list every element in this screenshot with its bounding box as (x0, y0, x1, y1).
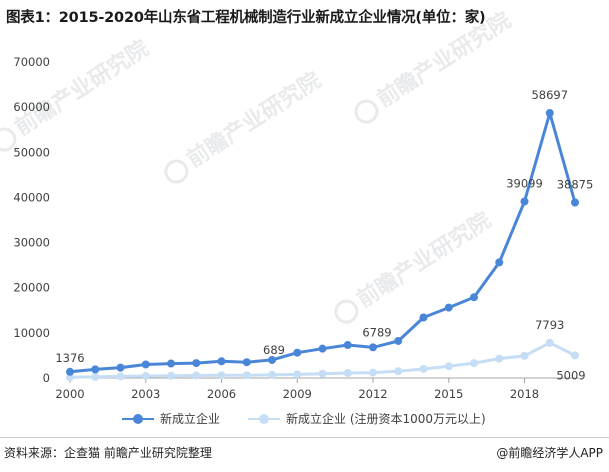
legend-item-series-2: 新成立企业 (注册资本1000万元以上) (248, 410, 486, 427)
x-tick-label: 2018 (510, 387, 539, 401)
series-2-point (394, 367, 403, 376)
y-tick-label: 20000 (13, 281, 50, 295)
x-tick-label: 2012 (358, 387, 387, 401)
series-2-point (495, 354, 504, 363)
footer-divider (0, 437, 609, 438)
series-1-point (217, 357, 226, 366)
series-1-point (470, 293, 478, 302)
series-2-point (242, 371, 251, 380)
y-tick-label: 60000 (13, 100, 50, 114)
series-1-point (545, 109, 554, 118)
series-1-point (343, 341, 352, 350)
series-2-point (66, 373, 74, 382)
x-tick-label: 2003 (131, 387, 160, 401)
legend-label-series-1: 新成立企业 (160, 412, 221, 426)
legend: 新成立企业 新成立企业 (注册资本1000万元以上) (0, 408, 609, 430)
series-1-point (369, 343, 377, 352)
series-2-point (116, 372, 125, 381)
x-tick-label: 2009 (283, 387, 312, 401)
y-tick-label: 10000 (13, 326, 50, 340)
series-1-line (69, 111, 577, 374)
series-2-point (545, 338, 554, 347)
series-2-point (318, 369, 327, 378)
y-tick-label: 40000 (13, 190, 50, 204)
data-label-series-1: 58697 (531, 88, 568, 102)
series-2-point (444, 362, 453, 371)
legend-label-series-2: 新成立企业 (注册资本1000万元以上) (286, 412, 486, 426)
series-2-point (268, 370, 276, 379)
data-label-series-1: 39099 (506, 176, 543, 190)
line-chart: 0 10000 20000 30000 40000 50000 60000 70000 2000… (13, 55, 594, 401)
series-1-point (268, 355, 276, 364)
y-tick-label: 70000 (13, 55, 50, 69)
x-tick-label: 2015 (434, 387, 463, 401)
legend-swatch-series-1 (122, 413, 154, 425)
series-2-point (470, 359, 478, 368)
series-2-point (167, 371, 175, 380)
series-1-point (66, 367, 74, 376)
series-1-point (116, 363, 125, 372)
series-1-point (495, 258, 504, 267)
series-1-point (318, 344, 327, 353)
series-2-point (520, 351, 529, 360)
series-1-point (192, 359, 201, 368)
y-tick-label: 0 (43, 371, 50, 385)
data-label-series-2: 7793 (535, 318, 564, 332)
x-tick-label: 2006 (207, 387, 236, 401)
series-1-point (571, 198, 579, 207)
y-tick-label: 30000 (13, 236, 50, 250)
series-2-point (217, 371, 226, 380)
legend-swatch-series-2 (248, 413, 280, 425)
series-2-point (293, 370, 302, 379)
data-label-series-2: 5009 (556, 368, 585, 382)
series-1-point (167, 359, 175, 368)
series-2-point (343, 369, 352, 378)
series-1-point (293, 348, 302, 357)
legend-item-series-1: 新成立企业 (122, 410, 220, 427)
series-1-point (141, 360, 150, 369)
series-1-point (520, 197, 529, 206)
series-2-point (141, 371, 150, 380)
series-1-point (444, 303, 453, 312)
series-1-point (419, 313, 428, 322)
data-label-series-1: 38875 (557, 178, 594, 192)
series-2-point (192, 371, 201, 380)
credit-note: @前瞻经济学人APP (496, 446, 603, 460)
series-2-point (419, 364, 428, 373)
series-1-point (394, 336, 403, 345)
series-1-point (91, 365, 100, 374)
data-label-series-1: 689 (263, 343, 285, 357)
y-tick-label: 50000 (13, 145, 50, 159)
x-tick-label: 2000 (55, 387, 84, 401)
series-2-point (91, 372, 100, 381)
chart-title: 图表1：2015-2020年山东省工程机械制造行业新成立企业情况(单位：家) (6, 10, 486, 26)
series-2-point (369, 368, 377, 377)
data-label-series-1: 1376 (55, 351, 84, 365)
source-note: 资料来源：企查猫 前瞻产业研究院整理 (4, 446, 212, 460)
data-label-series-1: 6789 (362, 325, 391, 339)
series-1-point (242, 358, 251, 367)
series-2-point (571, 351, 579, 360)
